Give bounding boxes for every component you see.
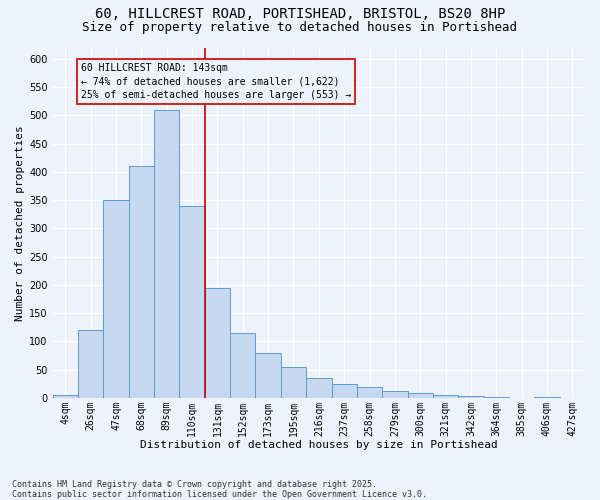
Bar [407,394,433,398]
Bar [256,352,281,398]
Text: Size of property relative to detached houses in Portishead: Size of property relative to detached ho… [83,21,517,34]
Bar [205,288,230,398]
Bar [332,384,357,398]
Text: 60 HILLCREST ROAD: 143sqm
← 74% of detached houses are smaller (1,622)
25% of se: 60 HILLCREST ROAD: 143sqm ← 74% of detac… [80,64,351,100]
Bar [433,395,458,398]
Bar [230,333,256,398]
Y-axis label: Number of detached properties: Number of detached properties [15,125,25,320]
Bar [179,206,205,398]
Bar [484,396,509,398]
Bar [154,110,179,398]
Bar [53,395,78,398]
Bar [458,396,484,398]
Text: Contains HM Land Registry data © Crown copyright and database right 2025.
Contai: Contains HM Land Registry data © Crown c… [12,480,427,499]
Bar [281,366,306,398]
Bar [357,386,382,398]
Text: 60, HILLCREST ROAD, PORTISHEAD, BRISTOL, BS20 8HP: 60, HILLCREST ROAD, PORTISHEAD, BRISTOL,… [95,8,505,22]
Bar [382,391,407,398]
Bar [78,330,103,398]
X-axis label: Distribution of detached houses by size in Portishead: Distribution of detached houses by size … [140,440,498,450]
Bar [129,166,154,398]
Bar [306,378,332,398]
Bar [535,396,560,398]
Bar [103,200,129,398]
